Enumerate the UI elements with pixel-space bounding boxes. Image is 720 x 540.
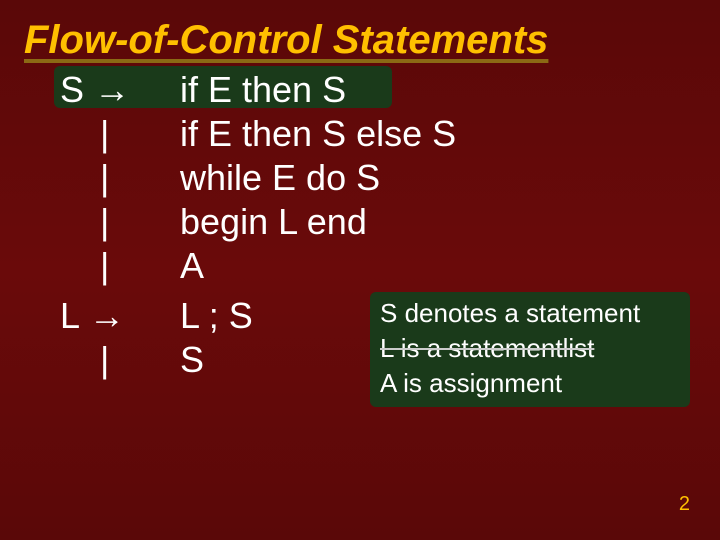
prod-if-then-else: if E then S else S bbox=[180, 113, 456, 155]
legend-line-s: S denotes a statement bbox=[380, 296, 680, 331]
lhs-l: L → bbox=[60, 295, 180, 337]
prod-if-then: if E then S bbox=[180, 69, 346, 111]
rule-s-4: | begin L end bbox=[60, 201, 720, 243]
slide-title: Flow-of-Control Statements bbox=[0, 0, 720, 63]
rule-s-1: S → if E then S bbox=[60, 69, 720, 111]
page-number: 2 bbox=[679, 493, 690, 516]
prod-l-semi-s: L ; S bbox=[180, 295, 253, 337]
lhs-pipe: | bbox=[60, 245, 180, 287]
lhs-pipe: | bbox=[60, 201, 180, 243]
prod-s: S bbox=[180, 339, 204, 381]
legend-line-a: A is assignment bbox=[380, 366, 680, 401]
rule-s-3: | while E do S bbox=[60, 157, 720, 199]
prod-begin-end: begin L end bbox=[180, 201, 367, 243]
prod-while: while E do S bbox=[180, 157, 380, 199]
rule-s-5: | A bbox=[60, 245, 720, 287]
legend-line-l-text: L is a statementlist bbox=[380, 333, 594, 363]
prod-a: A bbox=[180, 245, 204, 287]
lhs-s: S → bbox=[60, 69, 180, 111]
lhs-pipe: | bbox=[60, 339, 180, 381]
rule-s-2: | if E then S else S bbox=[60, 113, 720, 155]
lhs-pipe: | bbox=[60, 113, 180, 155]
lhs-pipe: | bbox=[60, 157, 180, 199]
legend-line-l: L is a statementlist bbox=[380, 331, 680, 366]
legend-box: S denotes a statement L is a statementli… bbox=[370, 292, 690, 407]
